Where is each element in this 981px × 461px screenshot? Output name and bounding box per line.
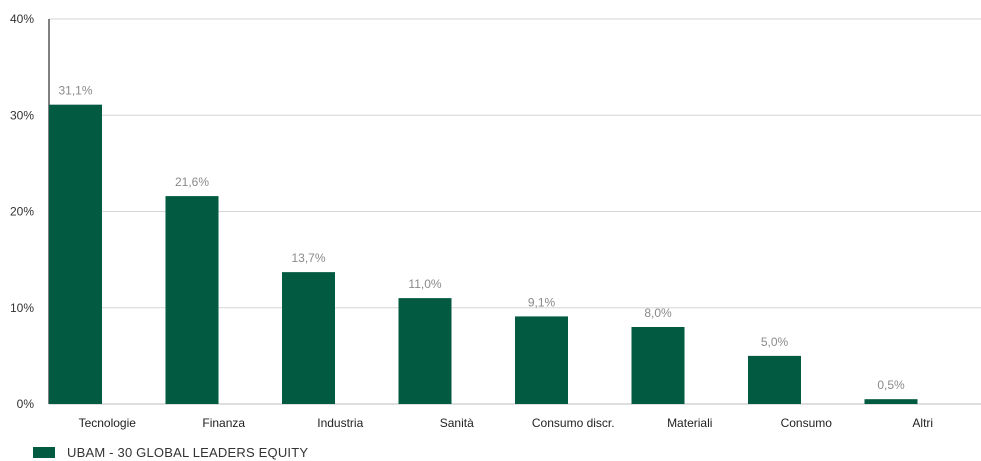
bar — [864, 399, 918, 404]
bar — [49, 104, 102, 404]
category-labels: Tecnologie Finanza Industria Sanità Consumo … — [79, 416, 934, 430]
bar — [398, 298, 452, 404]
data-label: 0,5% — [877, 378, 905, 392]
category-label: Materiali — [667, 416, 712, 430]
y-tick-label: 40% — [10, 12, 34, 26]
y-tick-label: 10% — [10, 301, 34, 315]
bar — [748, 355, 801, 404]
bar — [515, 316, 568, 404]
y-axis-ticks: 0% 10% 20% 30% 40% — [10, 12, 34, 411]
category-label: Finanza — [202, 416, 245, 430]
legend: UBAM - 30 GLOBAL LEADERS EQUITY — [33, 443, 308, 461]
bar — [631, 327, 685, 404]
data-label: 21,6% — [175, 175, 209, 189]
category-label: Altri — [912, 416, 933, 430]
data-label: 11,0% — [408, 277, 441, 291]
legend-label: UBAM - 30 GLOBAL LEADERS EQUITY — [67, 444, 309, 460]
category-label: Industria — [317, 416, 363, 430]
bar — [165, 196, 219, 404]
y-tick-label: 0% — [17, 397, 35, 411]
bar — [282, 272, 335, 404]
category-label: Consumo — [781, 416, 833, 430]
data-label: 5,0% — [761, 335, 789, 349]
bars — [49, 104, 918, 404]
category-label: Sanità — [440, 416, 474, 430]
data-labels: 31,1% 21,6% 13,7% 11,0% 9,1% 8,0% 5,0% 0,5% — [58, 84, 905, 393]
data-label: 13,7% — [291, 251, 325, 265]
category-label: Tecnologie — [79, 416, 137, 430]
data-label: 31,1% — [58, 84, 92, 98]
category-label: Consumo discr. — [532, 416, 615, 430]
legend-swatch — [33, 446, 55, 458]
data-label: 9,1% — [528, 295, 556, 309]
y-tick-label: 20% — [10, 205, 34, 219]
data-label: 8,0% — [644, 306, 672, 320]
y-tick-label: 30% — [10, 108, 34, 122]
